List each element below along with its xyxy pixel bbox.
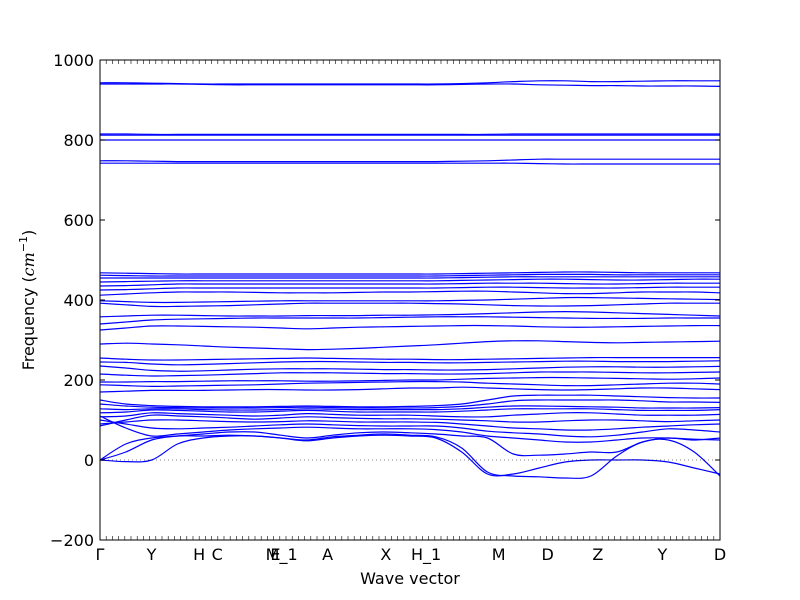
- band-line-30: [100, 276, 720, 279]
- y-tick-label: −200: [50, 531, 94, 550]
- band-line-19: [99, 356, 720, 361]
- band-line-6: [99, 419, 721, 431]
- band-line-16: [99, 371, 721, 377]
- band-line-4: [99, 415, 721, 443]
- band-line-31: [99, 273, 720, 277]
- y-tick-label: 200: [63, 371, 94, 390]
- x-tick-label: C: [212, 545, 223, 564]
- band-line-5: [99, 419, 721, 438]
- band-line-22: [99, 316, 720, 325]
- y-axis-label-prefix: Frequency (: [19, 276, 38, 370]
- x-tick-label: E: [270, 545, 280, 564]
- x-axis-label: Wave vector: [360, 569, 460, 588]
- band-line-10: [99, 405, 721, 411]
- band-line-14: [99, 380, 721, 388]
- band-line-8: [99, 412, 721, 418]
- x-axis-ticks: Γ Y H C EM_1 A X H_1 M D Z Y D: [96, 60, 726, 565]
- x-tick-label: Y: [146, 545, 157, 564]
- x-tick-label: X: [380, 545, 391, 564]
- y-tick-label: 400: [63, 291, 94, 310]
- y-tick-label: 600: [63, 211, 94, 230]
- band-line-29: [99, 278, 721, 283]
- band-line-27: [99, 286, 720, 291]
- band-line-20: [99, 340, 721, 351]
- y-tick-label: 800: [63, 131, 94, 150]
- band-line-2: [99, 433, 721, 479]
- plot-area-frame: [99, 59, 721, 541]
- band-line-24: [99, 302, 720, 308]
- y-axis-label-unit-exponent: −1: [17, 236, 30, 252]
- x-tick-label: H_1: [411, 545, 441, 565]
- band-line-1: [99, 434, 721, 477]
- y-axis-label: Frequency (cm−1): [17, 230, 38, 371]
- x-tick-label: Y: [656, 545, 667, 564]
- band-line-21: [99, 324, 721, 331]
- band-line-17: [99, 365, 721, 372]
- band-line-23: [99, 310, 721, 318]
- band-line-18: [99, 360, 721, 366]
- band-line-25: [99, 296, 721, 304]
- x-tick-label: D: [541, 545, 553, 564]
- band-line-15: [99, 376, 721, 383]
- band-lines-group: [99, 80, 721, 479]
- y-axis-label-suffix: ): [19, 230, 38, 236]
- x-tick-label: Z: [592, 545, 603, 564]
- x-tick-label: Γ: [96, 545, 105, 564]
- y-axis-label-unit: cm: [19, 252, 38, 276]
- x-tick-label: D: [714, 545, 726, 564]
- x-tick-label: M: [492, 545, 506, 564]
- band-line-34: [99, 158, 720, 163]
- band-line-39: [99, 80, 720, 85]
- band-line-7: [99, 414, 721, 427]
- band-line-28: [99, 282, 720, 287]
- band-line-12: [99, 394, 721, 408]
- band-line-3: [99, 431, 721, 461]
- band-line-11: [99, 399, 721, 409]
- y-tick-label: 0: [84, 451, 94, 470]
- y-tick-label: 1000: [53, 51, 94, 70]
- band-line-13: [99, 386, 721, 393]
- x-tick-label: M_1: [266, 545, 298, 565]
- x-tick-label: A: [322, 545, 333, 564]
- band-line-26: [99, 290, 721, 296]
- band-line-9: [99, 408, 721, 414]
- x-tick-label: H: [193, 545, 205, 564]
- band-line-33: [100, 162, 720, 165]
- y-axis-ticks: −200 0 200 400 600 800 1000: [50, 51, 720, 550]
- band-line-32: [99, 271, 720, 275]
